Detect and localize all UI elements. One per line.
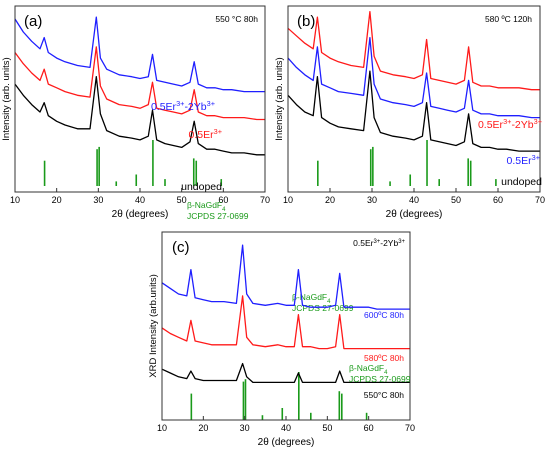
chart-panel: 10 20 30 40 50 60 70 2θ (degrees) Intensity (arb… [1,5,270,221]
x-tick-label: 70 [405,423,415,433]
x-tick-label: 50 [177,195,187,205]
series-label: 0.5Er3+-2Yb3+ [151,99,215,114]
series-label: undoped [181,181,222,193]
y-axis-label: XRD Intensity (arb.units) [148,274,159,377]
x-tick-label: 60 [364,423,374,433]
condition-label: 580 ºC 120h [485,14,532,24]
series-label: 0.5Er3+-2Yb3+ [478,117,542,132]
series-line [14,76,265,156]
series-line [14,16,265,93]
series-label: undoped [501,176,542,188]
series-label: 0.5Er3+ [189,127,222,142]
x-axis-label: 2θ (degrees) [258,437,315,448]
reference-label: JCPDS 27-0699 [349,374,411,384]
x-tick-label: 70 [535,195,545,205]
x-tick-label: 60 [493,195,503,205]
condition-label: 0.5Er3+-2Yb3+ [353,238,405,248]
series-label: 600ºC 80h [364,310,404,320]
x-tick-label: 40 [135,195,145,205]
reference-label: JCPDS 27-0699 [187,211,249,221]
y-axis-label: Intensity (arb. units) [274,57,285,140]
reference-label: β-NaGdF4 [187,200,226,213]
series-line [161,362,410,384]
x-axis-label: 2θ (degrees) [386,209,443,220]
plot-frame [287,5,541,193]
x-tick-label: 20 [52,195,62,205]
y-axis-label: Intensity (arb. units) [1,57,12,140]
x-tick-label: 10 [157,423,167,433]
series-line [161,295,410,350]
reference-label: β-NaGdF4 [349,363,388,376]
series-line [14,46,265,121]
x-tick-label: 10 [283,195,293,205]
panel-label: (a) [24,13,42,30]
x-tick-label: 60 [218,195,228,205]
series-line [161,244,410,310]
x-tick-label: 50 [451,195,461,205]
x-tick-label: 30 [367,195,377,205]
x-axis-label: 2θ (degrees) [112,209,169,220]
x-tick-label: 50 [322,423,332,433]
series-label: 550°C 80h [364,390,405,400]
x-tick-label: 30 [93,195,103,205]
x-tick-label: 40 [409,195,419,205]
reference-label: JCPDS 27-0699 [292,303,354,313]
chart-panel: 10 20 30 40 50 60 70 2θ (degrees) XRD Intensity … [148,231,415,448]
chart-panel: 10 20 30 40 50 60 70 2θ (degrees) Intensity (arb… [274,5,545,313]
x-tick-label: 70 [260,195,270,205]
x-tick-label: 10 [10,195,20,205]
series-label: 0.5Er3+ [507,153,540,168]
x-tick-label: 20 [325,195,335,205]
series-line [287,10,540,91]
reference-label: β-NaGdF4 [292,292,331,305]
x-tick-label: 30 [240,423,250,433]
panel-label: (c) [172,239,190,256]
condition-label: 550 °C 80h [215,14,258,24]
series-line [287,70,540,152]
panel-label: (b) [297,13,315,30]
x-tick-label: 20 [198,423,208,433]
x-tick-label: 40 [281,423,291,433]
series-line [287,36,540,119]
series-label: 580ºC 80h [364,353,404,363]
plot-frame [14,5,266,193]
